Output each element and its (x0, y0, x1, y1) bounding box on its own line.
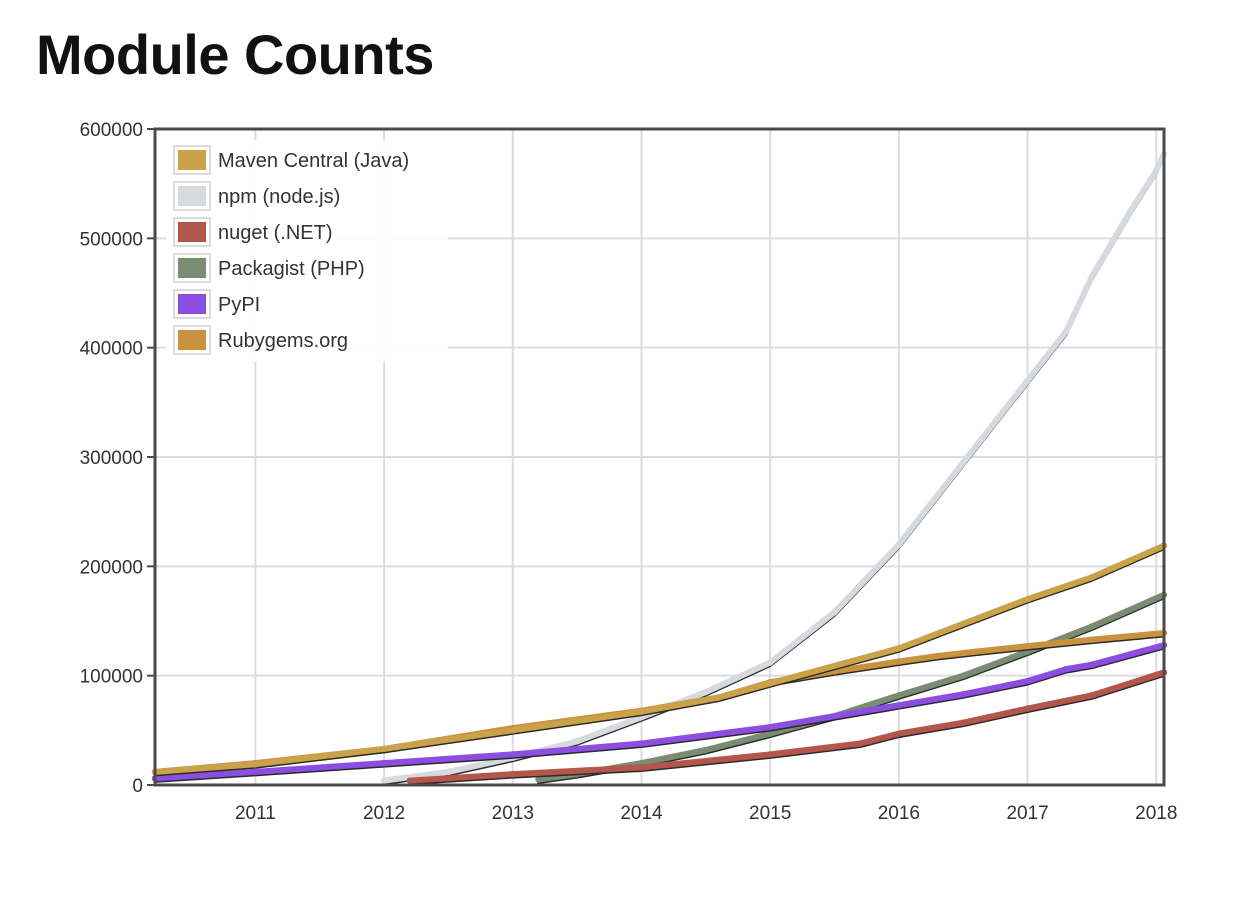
data-point (1024, 642, 1031, 650)
legend-item: nuget (.NET) (173, 217, 332, 247)
x-tick-label: 2018 (1135, 803, 1177, 824)
legend-label: PyPI (218, 294, 260, 316)
legend-background (166, 140, 448, 362)
series-nuget-net (406, 669, 1168, 786)
data-point (1063, 328, 1070, 335)
x-tick-label: 2011 (235, 803, 276, 824)
y-tick-label: 600000 (80, 120, 143, 141)
data-point (252, 761, 259, 768)
data-point (1127, 207, 1134, 215)
data-point (831, 609, 838, 616)
data-point (895, 702, 903, 709)
data-point (380, 759, 388, 767)
legend-item: Maven Central (Java) (173, 145, 409, 175)
legend-swatch (178, 186, 206, 206)
data-point (960, 719, 967, 726)
data-point (767, 680, 774, 687)
series-line (152, 642, 1167, 782)
data-point (1153, 167, 1160, 174)
data-point (715, 694, 722, 701)
data-point (535, 776, 542, 783)
legend-swatch (178, 222, 206, 242)
x-tick-label: 2012 (363, 803, 405, 824)
x-tick-label: 2016 (878, 803, 920, 824)
data-point (1024, 595, 1031, 603)
data-point (380, 745, 388, 753)
data-point (509, 770, 516, 778)
data-point (934, 652, 941, 660)
series-pypi (151, 641, 1168, 783)
data-point (1088, 636, 1096, 643)
legend-item: Packagist (PHP) (173, 253, 365, 283)
series-lines (151, 150, 1168, 786)
data-point (767, 730, 774, 737)
data-point (1024, 677, 1031, 685)
x-tick-label: 2015 (749, 803, 791, 824)
y-tick-label: 0 (132, 776, 143, 797)
series-maven-central-java (151, 542, 1168, 777)
y-tick-label: 300000 (80, 448, 143, 469)
x-tick-label: 2014 (620, 803, 663, 824)
data-point (509, 727, 516, 734)
data-point (638, 740, 645, 747)
data-point (702, 746, 709, 754)
axis-tick-labels: 2011 2012 2013 2014 2015 2016 2017 2018 0 100000 2… (80, 120, 1178, 824)
data-point (960, 672, 967, 679)
data-point (573, 738, 581, 745)
legend-label: npm (node.js) (218, 186, 340, 208)
data-point (767, 723, 774, 731)
y-tick-label: 200000 (80, 557, 143, 578)
data-point (1024, 377, 1031, 384)
legend-label: Maven Central (Java) (218, 150, 409, 172)
x-tick-label: 2013 (492, 803, 534, 824)
data-point (1088, 692, 1096, 699)
x-tick-label: 2017 (1006, 803, 1048, 824)
data-point (445, 768, 452, 776)
legend-item: Rubygems.org (173, 325, 348, 355)
data-point (406, 777, 413, 784)
series-line (406, 669, 1167, 784)
y-tick-label: 400000 (80, 339, 143, 360)
data-point (960, 459, 967, 466)
data-point (972, 648, 980, 655)
legend-swatch (178, 330, 206, 350)
legend-swatch (178, 294, 206, 314)
y-tick-label: 500000 (80, 229, 143, 250)
legend-item: npm (node.js) (173, 181, 340, 211)
data-point (638, 764, 645, 771)
data-point (1088, 574, 1096, 581)
data-point (767, 751, 774, 758)
data-point (638, 708, 645, 715)
legend-label: nuget (.NET) (218, 222, 332, 244)
data-point (767, 659, 774, 666)
data-point (252, 768, 259, 776)
data-point (1088, 623, 1096, 630)
legend-label: Packagist (PHP) (218, 258, 365, 280)
plot-border (153, 127, 1166, 787)
data-point (1024, 705, 1031, 712)
data-point (380, 777, 388, 784)
data-point (509, 751, 516, 758)
legend-item: PyPI (173, 289, 260, 319)
data-point (895, 541, 903, 548)
data-point (1063, 665, 1070, 673)
data-point (702, 688, 709, 696)
chart-title: Module Counts (36, 23, 434, 86)
data-point (857, 740, 864, 747)
data-point (895, 692, 903, 699)
data-point (895, 645, 903, 652)
legend-swatch (178, 258, 206, 278)
legend-label: Rubygems.org (218, 330, 348, 352)
data-point (960, 691, 967, 698)
data-point (895, 658, 903, 665)
legend-swatch (178, 150, 206, 170)
data-point (895, 730, 903, 737)
data-point (1088, 661, 1096, 668)
data-point (1088, 273, 1096, 280)
y-tick-label: 100000 (80, 667, 143, 688)
legend: Maven Central (Java) npm (node.js) nuget (… (166, 140, 448, 362)
